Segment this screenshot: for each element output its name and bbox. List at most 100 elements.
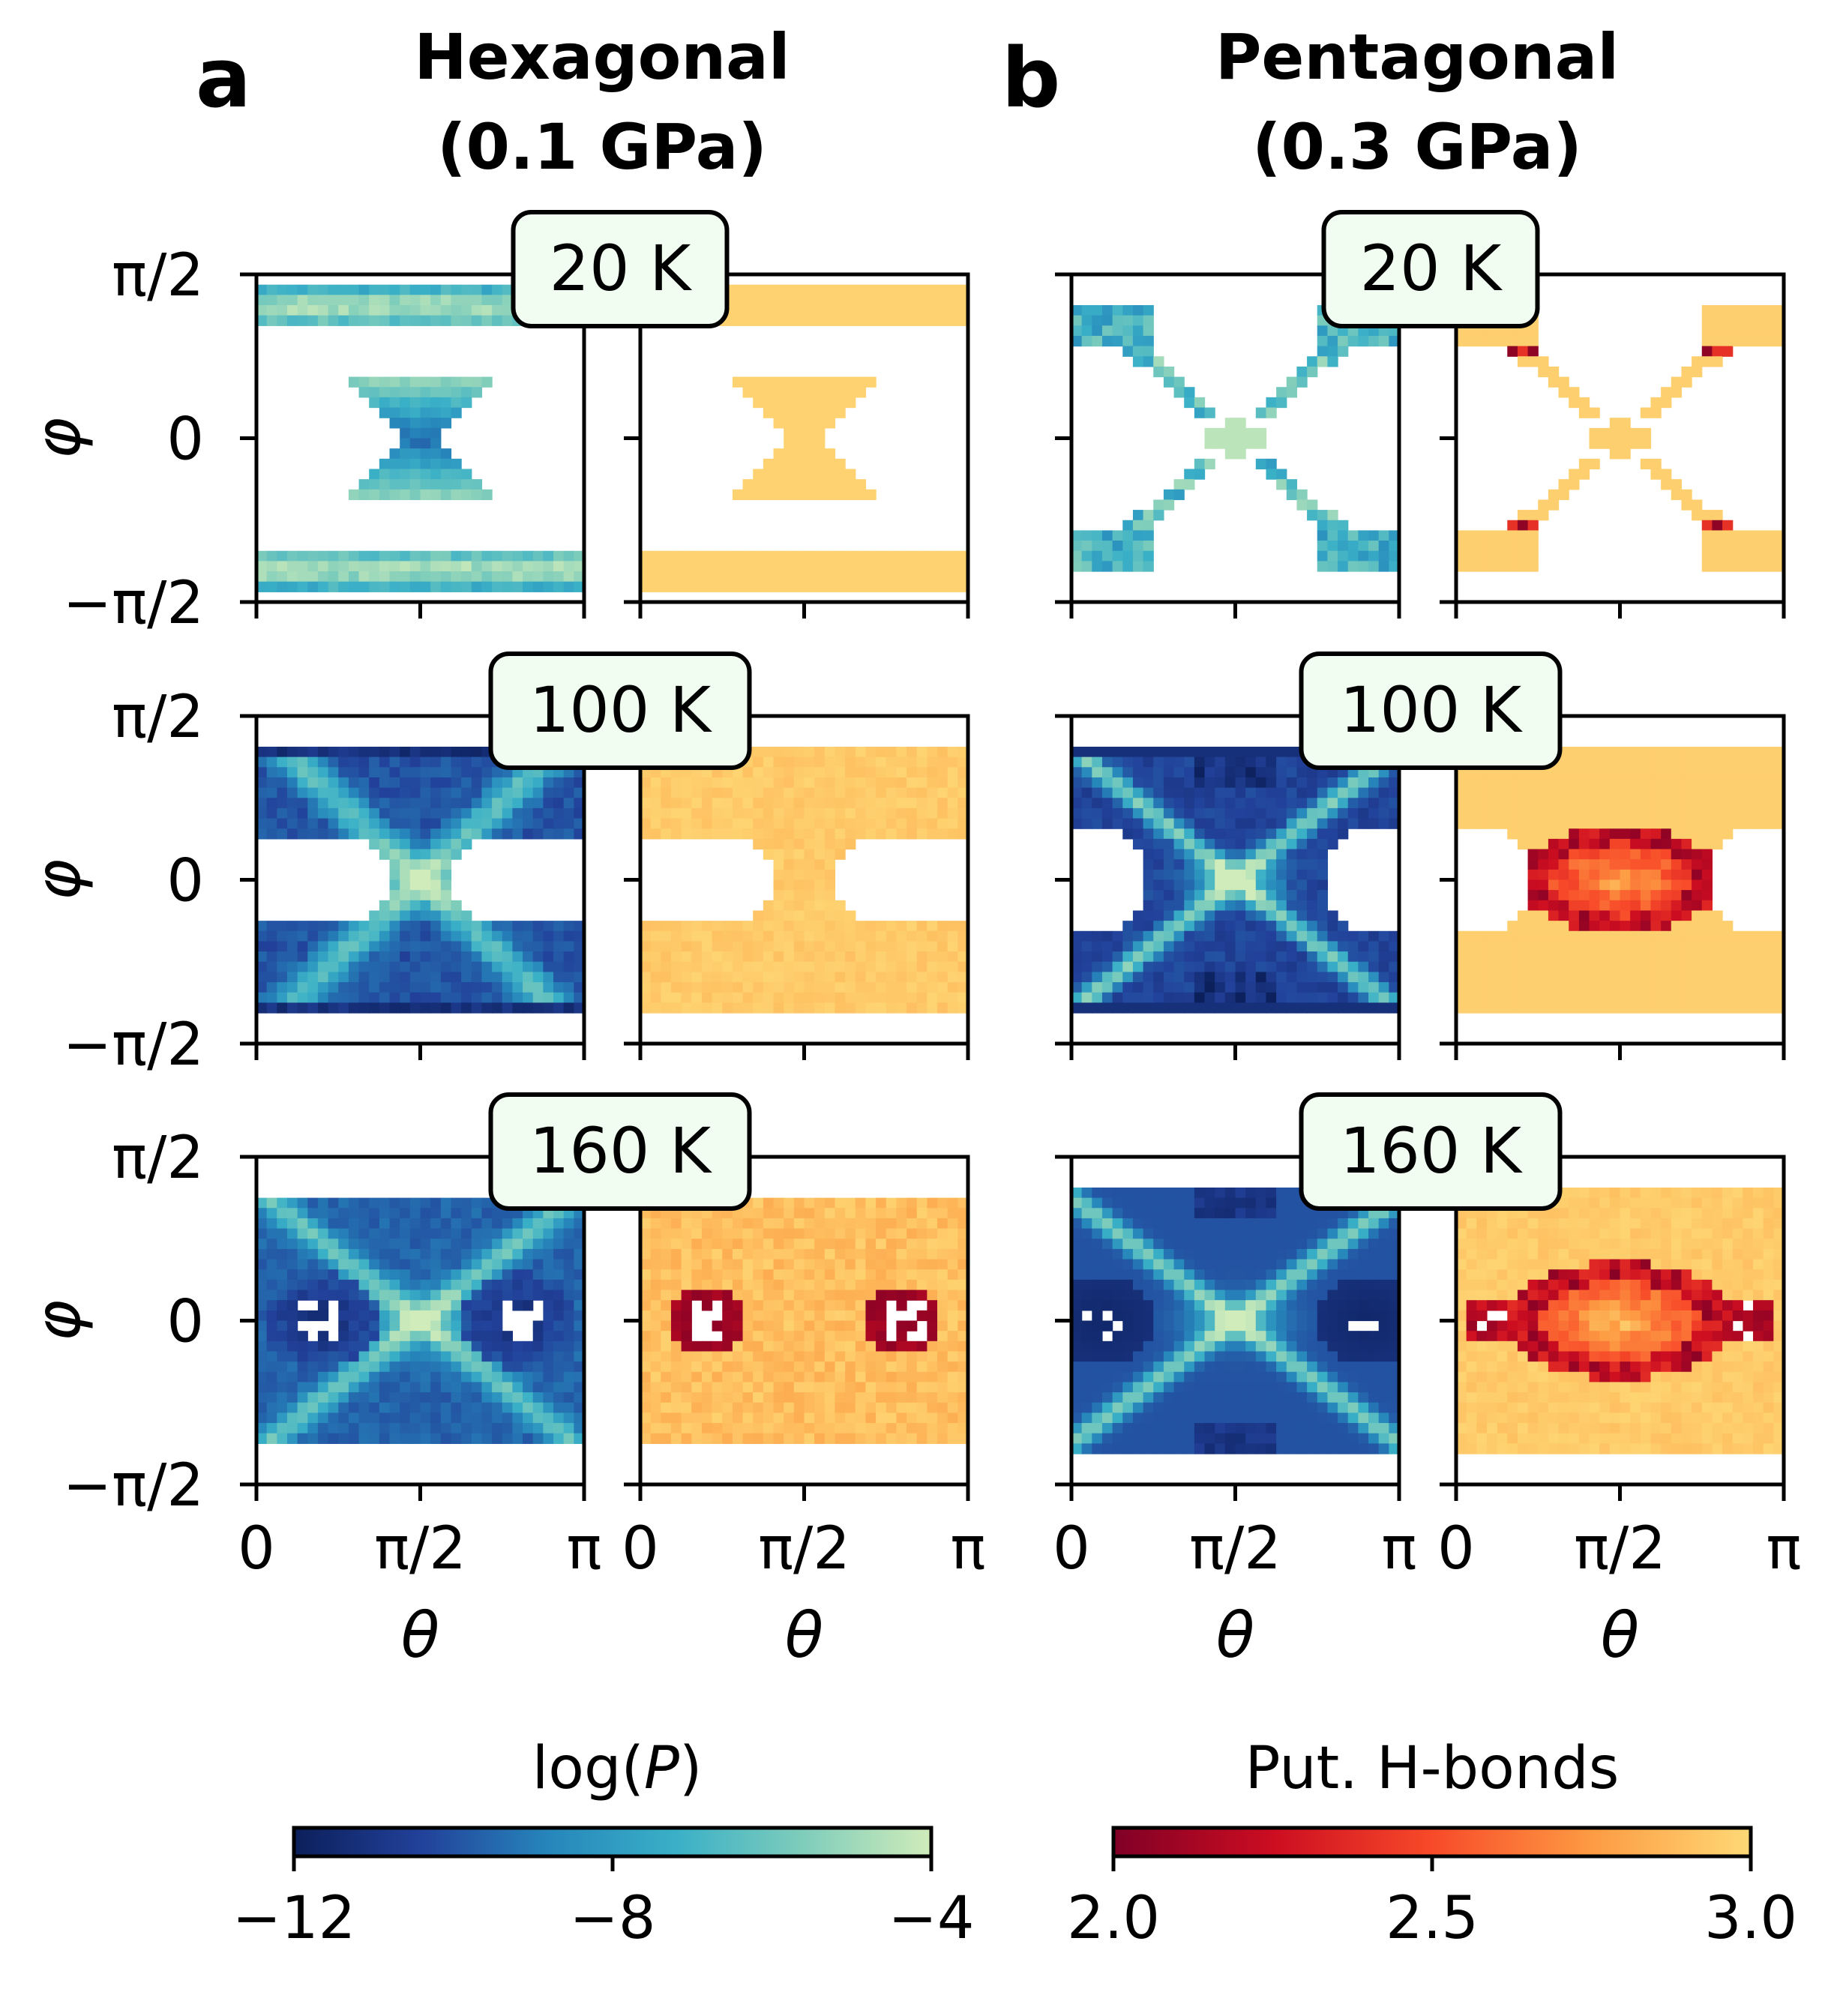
heatmap-cell: [701, 1341, 713, 1352]
heatmap-cell: [886, 787, 898, 798]
heatmap-cell: [1215, 951, 1226, 963]
heatmap-cell: [543, 1361, 554, 1373]
heatmap-cell: [420, 1228, 431, 1239]
heatmap-cell: [338, 951, 349, 963]
heatmap-cell: [502, 1371, 514, 1383]
heatmap-cell: [927, 756, 938, 768]
heatmap-cell: [927, 746, 938, 758]
heatmap-r1-c0: [240, 714, 586, 1060]
heatmap-cell: [358, 787, 370, 798]
heatmap-cell: [793, 550, 805, 562]
heatmap-cell: [400, 407, 411, 418]
heatmap-cell: [430, 427, 442, 439]
heatmap-cell: [409, 1002, 421, 1014]
heatmap-cell: [1599, 828, 1611, 840]
heatmap-cell: [722, 982, 733, 993]
heatmap-cell: [1701, 849, 1713, 860]
heatmap-cell: [358, 1310, 370, 1322]
heatmap-cell: [307, 1423, 319, 1434]
heatmap-cell: [1558, 972, 1569, 983]
heatmap-cell: [338, 807, 349, 819]
heatmap-cell: [691, 951, 703, 963]
heatmap-cell: [1701, 335, 1713, 347]
heatmap-cell: [1681, 366, 1692, 378]
heatmap-cell: [793, 900, 805, 912]
heatmap-cell: [451, 849, 462, 860]
heatmap-cell: [563, 1412, 574, 1424]
heatmap-cell: [661, 961, 672, 973]
heatmap-cell: [1153, 499, 1164, 511]
heatmap-cell: [1092, 982, 1103, 993]
heatmap-cell: [1235, 807, 1246, 819]
heatmap-cell: [1589, 767, 1600, 778]
heatmap-cell: [317, 1423, 329, 1434]
heatmap-cell: [409, 1412, 421, 1424]
heatmap-cell: [277, 1320, 288, 1332]
heatmap-cell: [430, 869, 442, 881]
heatmap-cell: [650, 941, 661, 952]
heatmap-cell: [804, 561, 815, 572]
heatmap-cell: [1476, 777, 1488, 789]
heatmap-cell: [1307, 818, 1318, 829]
heatmap-cell: [1255, 900, 1267, 912]
heatmap-cell: [338, 1002, 349, 1014]
heatmap-cell: [1732, 930, 1743, 942]
heatmap-cell: [681, 982, 692, 993]
heatmap-cell: [742, 992, 754, 1003]
heatmap-cell: [317, 756, 329, 768]
heatmap-cell: [328, 315, 339, 326]
heatmap-cell: [420, 1197, 431, 1209]
heatmap-cell: [1712, 838, 1723, 850]
heatmap-cell: [763, 961, 775, 973]
heatmap-cell: [845, 972, 856, 983]
heatmap-cell: [574, 972, 585, 983]
heatmap-cell: [1317, 807, 1329, 819]
heatmap-cell: [1701, 530, 1713, 541]
heatmap-cell: [957, 807, 969, 819]
heatmap-cell: [896, 992, 907, 1003]
heatmap-cell: [927, 828, 938, 840]
heatmap-cell: [1661, 387, 1672, 398]
heatmap-cell: [1092, 550, 1103, 562]
heatmap-cell: [947, 941, 958, 952]
heatmap-cell: [1701, 941, 1713, 952]
heatmap-cell: [348, 1310, 360, 1322]
heatmap-cell: [532, 1259, 544, 1270]
heatmap-cell: [400, 798, 411, 809]
heatmap-cell: [701, 951, 713, 963]
heatmap-cell: [804, 921, 815, 932]
heatmap-cell: [773, 900, 784, 912]
heatmap-cell: [814, 961, 826, 973]
heatmap-cell: [793, 427, 805, 439]
heatmap-cell: [1358, 951, 1369, 963]
heatmap-cell: [286, 581, 298, 592]
heatmap-cell: [640, 1392, 652, 1403]
heatmap-cell: [409, 397, 421, 409]
heatmap-cell: [307, 1351, 319, 1362]
heatmap-cell: [1327, 828, 1338, 840]
heatmap-cell: [701, 1392, 713, 1403]
heatmap-cell: [712, 571, 723, 583]
heatmap-cell: [1317, 941, 1329, 952]
heatmap-cell: [1327, 992, 1338, 1003]
heatmap-cell: [742, 1002, 754, 1014]
heatmap-cell: [824, 992, 836, 1003]
heatmap-cell: [957, 992, 969, 1003]
heatmap-cell: [1620, 961, 1631, 973]
heatmap-cell: [1609, 900, 1621, 912]
heatmap-cell: [266, 767, 277, 778]
heatmap-grid: [240, 272, 1786, 1501]
heatmap-cell: [1173, 869, 1185, 881]
heatmap-cell: [338, 1320, 349, 1332]
heatmap-cell: [348, 1228, 360, 1239]
heatmap-cell: [471, 489, 483, 501]
heatmap-cell: [389, 304, 400, 316]
heatmap-cell: [1389, 1002, 1400, 1014]
heatmap-cell: [1184, 818, 1195, 829]
heatmap-cell: [1184, 972, 1195, 983]
heatmap-cell: [451, 397, 462, 409]
heatmap-cell: [1599, 807, 1611, 819]
heatmap-cell: [722, 1331, 733, 1342]
heatmap-cell: [712, 1002, 723, 1014]
heatmap-cell: [1132, 941, 1144, 952]
